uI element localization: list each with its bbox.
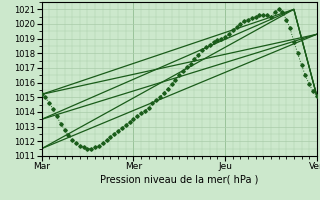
X-axis label: Pression niveau de la mer( hPa ): Pression niveau de la mer( hPa ) <box>100 174 258 184</box>
